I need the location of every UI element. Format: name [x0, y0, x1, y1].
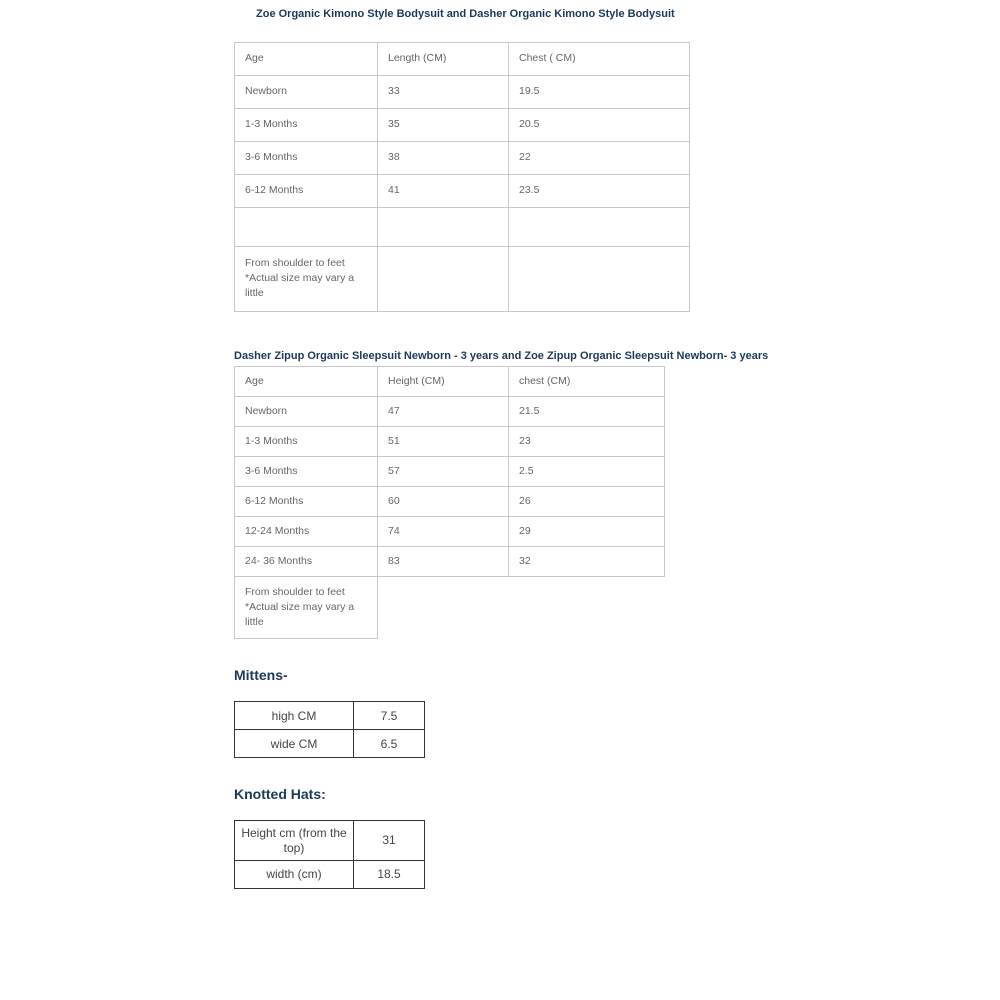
table-row: wide CM 6.5: [235, 730, 425, 758]
col-chest: Chest ( CM): [509, 43, 690, 76]
table-row: 3-6 Months 57 2.5: [235, 456, 665, 486]
hats-table: Height cm (from the top) 31 width (cm) 1…: [234, 820, 425, 889]
table-row: Newborn 47 21.5: [235, 396, 665, 426]
col-height: Height (CM): [378, 366, 509, 396]
table-row: 1-3 Months 35 20.5: [235, 109, 690, 142]
col-chest: chest (CM): [509, 366, 665, 396]
bodysuit-title: Zoe Organic Kimono Style Bodysuit and Da…: [256, 8, 1000, 20]
table-row: Newborn 33 19.5: [235, 76, 690, 109]
table-header-row: Age Height (CM) chest (CM): [235, 366, 665, 396]
table-note-row: From shoulder to feet *Actual size may v…: [235, 576, 665, 639]
sleepsuit-title: Dasher Zipup Organic Sleepsuit Newborn -…: [234, 350, 1000, 362]
table-row: high CM 7.5: [235, 702, 425, 730]
table-row: 12-24 Months 74 29: [235, 516, 665, 546]
table-note-row: From shoulder to feet *Actual size may v…: [235, 247, 690, 312]
table-header-row: Age Length (CM) Chest ( CM): [235, 43, 690, 76]
note-line: *Actual size may vary a: [245, 272, 354, 284]
note-line: *Actual size may vary a: [245, 601, 354, 613]
mittens-heading: Mittens-: [234, 667, 1000, 683]
col-age: Age: [235, 366, 378, 396]
table-row: Height cm (from the top) 31: [235, 821, 425, 861]
table-row: 6-12 Months 41 23.5: [235, 175, 690, 208]
col-age: Age: [235, 43, 378, 76]
table-row: 3-6 Months 38 22: [235, 142, 690, 175]
note-line: From shoulder to feet: [245, 257, 345, 269]
bodysuit-table: Age Length (CM) Chest ( CM) Newborn 33 1…: [234, 42, 690, 312]
sleepsuit-table: Age Height (CM) chest (CM) Newborn 47 21…: [234, 366, 665, 640]
table-row: 24- 36 Months 83 32: [235, 546, 665, 576]
note-line: From shoulder to feet: [245, 586, 345, 598]
table-row: width (cm) 18.5: [235, 861, 425, 889]
mittens-table: high CM 7.5 wide CM 6.5: [234, 701, 425, 758]
col-length: Length (CM): [378, 43, 509, 76]
table-row: 1-3 Months 51 23: [235, 426, 665, 456]
table-empty-row: [235, 208, 690, 247]
hats-heading: Knotted Hats:: [234, 786, 1000, 802]
note-line: little: [245, 616, 264, 628]
note-line: little: [245, 287, 264, 299]
table-row: 6-12 Months 60 26: [235, 486, 665, 516]
